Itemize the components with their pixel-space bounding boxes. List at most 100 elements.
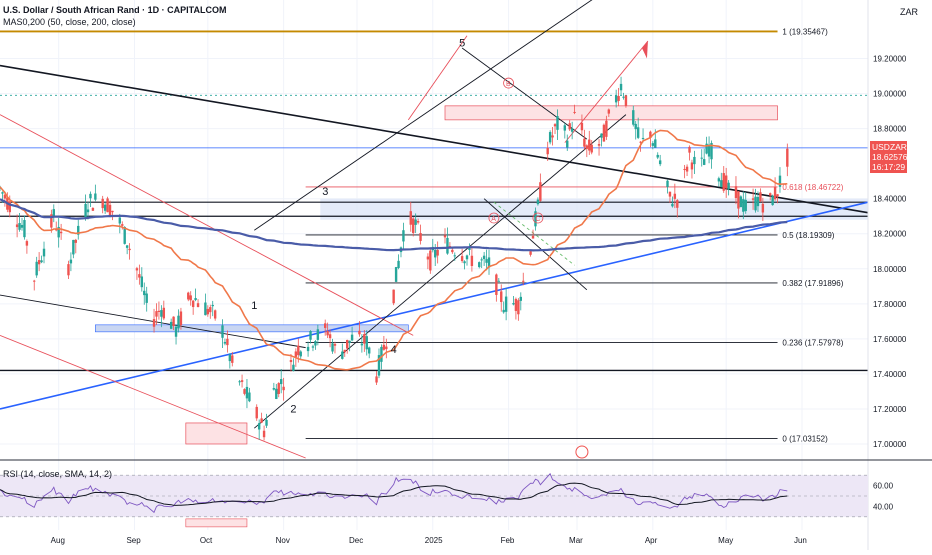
candle-body [382, 344, 386, 350]
candle-body [724, 175, 728, 189]
projection-arrow [407, 35, 468, 121]
candle-body [409, 211, 412, 225]
candle-body [194, 298, 197, 301]
candle-body [106, 198, 109, 213]
candle-body [297, 345, 300, 356]
candle-body [152, 319, 156, 327]
candle-body [700, 157, 703, 159]
candle-body [658, 160, 662, 165]
candle-body [534, 211, 537, 227]
candle-body [688, 146, 691, 153]
channel-lower-line [253, 114, 627, 429]
candle-body [632, 110, 635, 125]
candle-body [135, 268, 139, 271]
candle-body [121, 224, 124, 226]
candle-body [720, 180, 723, 188]
candle-body [118, 217, 122, 224]
rsi-sma-line [0, 482, 788, 506]
event-icon [575, 445, 589, 459]
candle-body [739, 196, 743, 208]
candle-body [693, 156, 696, 165]
candle-body [727, 182, 730, 190]
candle-body [248, 392, 251, 402]
price-axis-label: 17.00000 [873, 440, 907, 449]
candle-body [128, 248, 131, 251]
currency-label[interactable]: ZAR [900, 7, 918, 17]
price-axis-label: 17.40000 [873, 370, 907, 379]
price-tag-symbol: USDZAR [872, 142, 907, 152]
candle-body [326, 330, 329, 336]
candle-body [436, 249, 439, 256]
candle-body [74, 239, 77, 243]
wave-circle [488, 212, 500, 224]
ma50-line [0, 129, 788, 371]
candle-body [140, 276, 144, 288]
candle-body [553, 124, 557, 127]
support-zone [320, 198, 869, 220]
rising-support-line [0, 201, 869, 410]
candle-body [145, 293, 148, 303]
candle-body [707, 144, 711, 157]
candle-body [123, 226, 126, 244]
candle-body [86, 209, 90, 213]
candle-body [91, 208, 95, 211]
wave-label: 4 [391, 344, 397, 356]
candle-body [771, 195, 774, 206]
candle-body [231, 355, 234, 363]
candle-body [228, 354, 232, 362]
candle-body [292, 364, 295, 371]
candle-body [108, 204, 112, 217]
resistance-zone [444, 105, 778, 121]
candle-body [397, 260, 400, 268]
candle-body [138, 274, 141, 278]
candle-body [671, 203, 674, 207]
candle-body [346, 339, 349, 349]
wave-label: 2 [290, 403, 296, 415]
candle-body [502, 309, 505, 313]
candle-body [634, 123, 637, 130]
time-axis-label: 2025 [425, 536, 443, 545]
candle-body [641, 137, 645, 139]
candle-body [316, 329, 320, 340]
candle-body [495, 274, 498, 295]
candle-body [705, 143, 708, 154]
price-tag-value: 18.62576 [872, 152, 908, 162]
candle-body [649, 131, 652, 138]
candle-body [275, 388, 278, 400]
time-axis-label: Feb [501, 536, 515, 545]
candle-body [392, 289, 395, 304]
candle-body [350, 334, 354, 341]
candle-body [744, 199, 747, 212]
candle-body [245, 386, 249, 399]
candle-body [605, 120, 608, 137]
price-axis-label: 18.40000 [873, 195, 907, 204]
candle-body [636, 127, 640, 138]
fib-level-label: 0.5 (18.19309) [782, 231, 834, 240]
time-axis-label: Oct [200, 536, 213, 545]
candle-body [40, 260, 43, 263]
candle-body [223, 341, 227, 344]
candle-body [563, 125, 567, 131]
price-axis-label: 19.00000 [873, 90, 907, 99]
candle-body [676, 200, 679, 208]
time-axis-label: Apr [645, 536, 658, 545]
candle-body [419, 233, 422, 241]
channel-upper-line [254, 0, 593, 231]
candle-body [465, 255, 469, 260]
candle-body [468, 247, 471, 250]
rsi-indicator-label: RSI (14, close, SMA, 14, 2) [3, 469, 113, 479]
candle-body [23, 220, 26, 238]
candle-body [742, 199, 745, 212]
candle-body [536, 199, 540, 205]
candle-body [255, 406, 258, 419]
wave-label: 5 [459, 37, 465, 49]
candle-body [162, 307, 166, 319]
candle-body [206, 308, 210, 315]
candle-body [446, 237, 449, 254]
candle-body [756, 196, 760, 207]
candle-body [482, 255, 486, 260]
candle-body [368, 347, 371, 354]
candle-body [602, 124, 606, 142]
